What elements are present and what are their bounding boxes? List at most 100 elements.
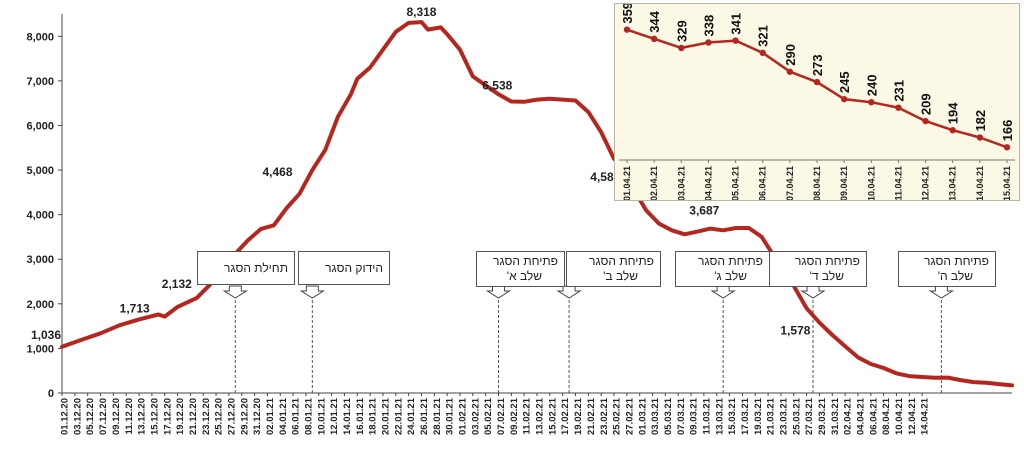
x-tick-label: 19.03.21	[753, 397, 764, 435]
x-tick-label: 15.12.20	[149, 398, 160, 435]
inset-x-tick-label: 08.04.21	[812, 166, 822, 200]
annotation-text: שלב ג'	[714, 269, 747, 283]
inset-data-point	[813, 78, 821, 86]
inset-data-label: 290	[783, 44, 798, 66]
x-tick-label: 11.12.20	[124, 398, 135, 434]
annotation-text: תחילת הסגר	[223, 261, 288, 275]
annotation-text: פתיחת הסגר	[589, 254, 654, 268]
annotation-box-opening-phase-a: פתיחת הסגר שלב א'	[476, 251, 565, 287]
inset-x-tick-label: 04.04.21	[703, 166, 713, 200]
inset-data-label: 182	[973, 110, 988, 132]
data-label: 1,578	[780, 324, 810, 338]
x-tick-label: 01.02.21	[458, 397, 469, 435]
x-tick-label: 18.01.21	[368, 397, 379, 435]
x-tick-label: 29.12.20	[239, 398, 250, 435]
down-arrow-icon	[485, 285, 512, 299]
inset-x-tick-label: 12.04.21	[921, 166, 931, 200]
annotation-box-lockdown-start: תחילת הסגר	[197, 251, 295, 285]
annotation-text: פתיחת הסגר	[698, 254, 763, 268]
y-tick-label: 4,000	[26, 210, 54, 222]
data-label: 1,036	[31, 328, 61, 342]
x-tick-label: 30.01.21	[445, 397, 456, 435]
x-tick-label: 07.12.20	[98, 398, 109, 435]
x-tick-label: 23.12.20	[201, 398, 212, 435]
x-tick-label: 24.01.21	[406, 397, 417, 435]
x-tick-label: 25.12.20	[214, 398, 225, 435]
inset-data-point	[868, 98, 875, 106]
down-arrow-icon	[800, 285, 826, 299]
x-tick-label: 05.12.20	[85, 398, 96, 435]
inset-data-point	[949, 127, 956, 134]
y-tick-label: 6,000	[26, 120, 54, 132]
x-tick-label: 08.04.21	[881, 397, 892, 435]
inset-data-point	[976, 134, 984, 141]
data-label: 8,318	[406, 5, 436, 19]
x-tick-label: 14.04.21	[920, 397, 931, 435]
inset-data-label: 209	[919, 93, 934, 115]
data-label: 1,713	[120, 302, 150, 316]
inset-data-point	[623, 26, 631, 33]
inset-data-label: 338	[701, 15, 716, 37]
inset-x-tick-label: 07.04.21	[785, 166, 795, 200]
inset-data-label: 166	[1000, 120, 1015, 142]
x-tick-label: 13.02.21	[535, 397, 546, 435]
x-tick-label: 21.12.20	[188, 398, 199, 435]
x-tick-label: 15.03.21	[727, 397, 738, 435]
x-tick-label: 02.04.21	[843, 397, 854, 435]
x-tick-label: 16.01.21	[355, 397, 366, 435]
inset-data-point	[840, 95, 848, 103]
inset-data-label: 240	[864, 74, 879, 96]
x-tick-label: 19.12.20	[175, 398, 186, 435]
annotation-box-opening-phase-d: פתיחת הסגר שלב ד'	[769, 251, 867, 287]
x-tick-label: 27.02.21	[624, 397, 635, 435]
x-tick-label: 17.12.20	[162, 398, 173, 435]
annotation-text: שלב ד'	[809, 269, 844, 283]
inset-data-point	[705, 39, 712, 46]
annotation-text: פתיחת הסגר	[795, 254, 860, 268]
y-tick-label: 1,000	[26, 343, 54, 355]
x-tick-label: 25.02.21	[612, 397, 623, 435]
inset-x-tick-label: 06.04.21	[758, 166, 768, 200]
x-tick-label: 03.03.21	[650, 397, 661, 435]
x-tick-label: 05.02.21	[483, 397, 494, 435]
inset-x-tick-label: 01.04.21	[622, 166, 632, 200]
annotation-box-opening-phase-c: פתיחת הסגר שלב ג'	[675, 251, 770, 287]
x-tick-label: 12.01.21	[329, 397, 340, 435]
x-tick-label: 05.03.21	[663, 397, 674, 435]
x-tick-label: 13.03.21	[714, 397, 725, 435]
data-label: 3,687	[689, 204, 719, 218]
data-label: 6,538	[482, 78, 512, 92]
down-arrow-icon	[556, 285, 582, 299]
x-tick-label: 12.04.21	[907, 397, 918, 435]
x-tick-label: 08.01.21	[303, 397, 314, 435]
x-tick-label: 19.02.21	[573, 397, 584, 435]
x-tick-label: 07.02.21	[496, 397, 507, 435]
inset-data-point	[650, 35, 658, 42]
y-tick-label: 8,000	[26, 31, 54, 43]
x-tick-label: 11.02.21	[522, 397, 533, 434]
inset-chart-svg: 359 344 329 338 341 321 290 273 245 240 231 209 194 1…	[619, 2, 1015, 201]
x-tick-label: 01.12.20	[60, 398, 71, 435]
x-tick-label: 09.02.21	[509, 397, 520, 435]
inset-x-tick-label: 13.04.21	[948, 166, 958, 200]
x-tick-label: 31.03.21	[830, 397, 841, 435]
x-tick-label: 28.01.21	[432, 397, 443, 435]
annotation-text: שלב א'	[506, 269, 542, 283]
inset-data-label: 341	[729, 13, 744, 35]
x-tick-label: 27.03.21	[804, 397, 815, 435]
inset-data-point	[732, 37, 739, 44]
inset-data-point	[1003, 144, 1011, 151]
inset-data-label: 231	[891, 80, 906, 102]
x-tick-label: 13.12.20	[137, 398, 148, 435]
inset-data-label: 321	[756, 25, 771, 47]
x-tick-label: 06.01.21	[291, 397, 302, 435]
x-tick-label: 21.02.21	[586, 397, 597, 435]
x-tick-label: 23.02.21	[599, 397, 610, 435]
down-arrow-icon	[299, 285, 326, 299]
x-tick-label: 31.12.20	[252, 398, 263, 435]
inset-x-tick-label: 09.04.21	[839, 166, 849, 200]
annotation-box-opening-phase-b: פתיחת הסגר שלב ב'	[566, 251, 661, 287]
inset-data-label: 245	[837, 71, 852, 93]
x-tick-label: 20.01.21	[381, 397, 392, 435]
